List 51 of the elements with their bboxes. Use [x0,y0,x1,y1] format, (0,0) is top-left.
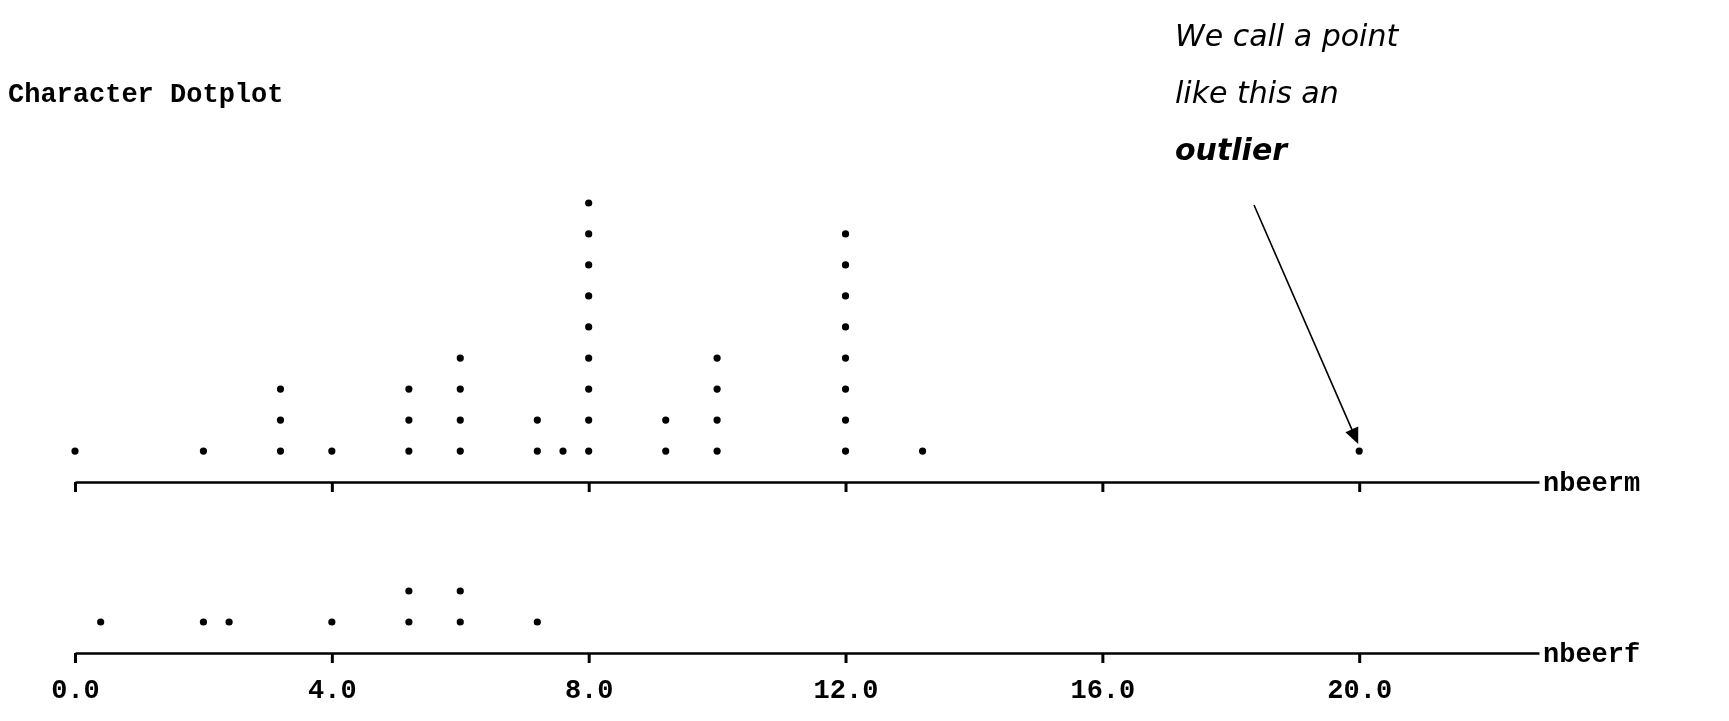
point [841,323,850,331]
point [456,354,464,362]
point [276,385,285,393]
point [713,416,721,424]
x-axis-title: nbeerf [1543,640,1641,670]
x-tick-label: 16.0 [1070,676,1136,707]
point [841,292,850,300]
point [662,416,670,424]
point [533,416,541,424]
text: We call a point like this an outlier [1175,18,1400,167]
point [71,447,79,455]
point [713,354,721,362]
point [276,416,285,424]
point [328,447,336,455]
point [405,385,413,393]
point [585,447,593,455]
point [585,292,593,300]
point [585,385,593,393]
point [456,447,464,455]
point [841,261,850,269]
point [276,447,285,455]
point [841,230,850,238]
point [713,385,721,393]
x-tick-label: 12.0 [813,676,879,707]
point [841,416,850,424]
point [533,447,541,455]
chart-title: Character Dotplot [8,80,284,110]
point [918,447,927,455]
point [841,447,850,455]
point [199,447,208,455]
point [841,354,850,362]
point [662,447,670,455]
x-tick-label: 20.0 [1327,676,1393,707]
x-tick-label: 8.0 [564,676,614,707]
x-axis-title: nbeerm [1543,469,1641,499]
point [585,323,593,331]
point [713,447,721,455]
x-tick-label: 4.0 [308,676,357,707]
point [841,385,850,393]
point [585,354,593,362]
point [405,447,413,455]
point [585,199,593,207]
point [585,416,593,424]
point [456,385,464,393]
point [405,416,413,424]
point [456,416,464,424]
point [1355,447,1363,455]
x-tick-label: 0.0 [51,676,100,707]
point [585,261,593,269]
point [585,230,593,238]
point [559,447,567,455]
